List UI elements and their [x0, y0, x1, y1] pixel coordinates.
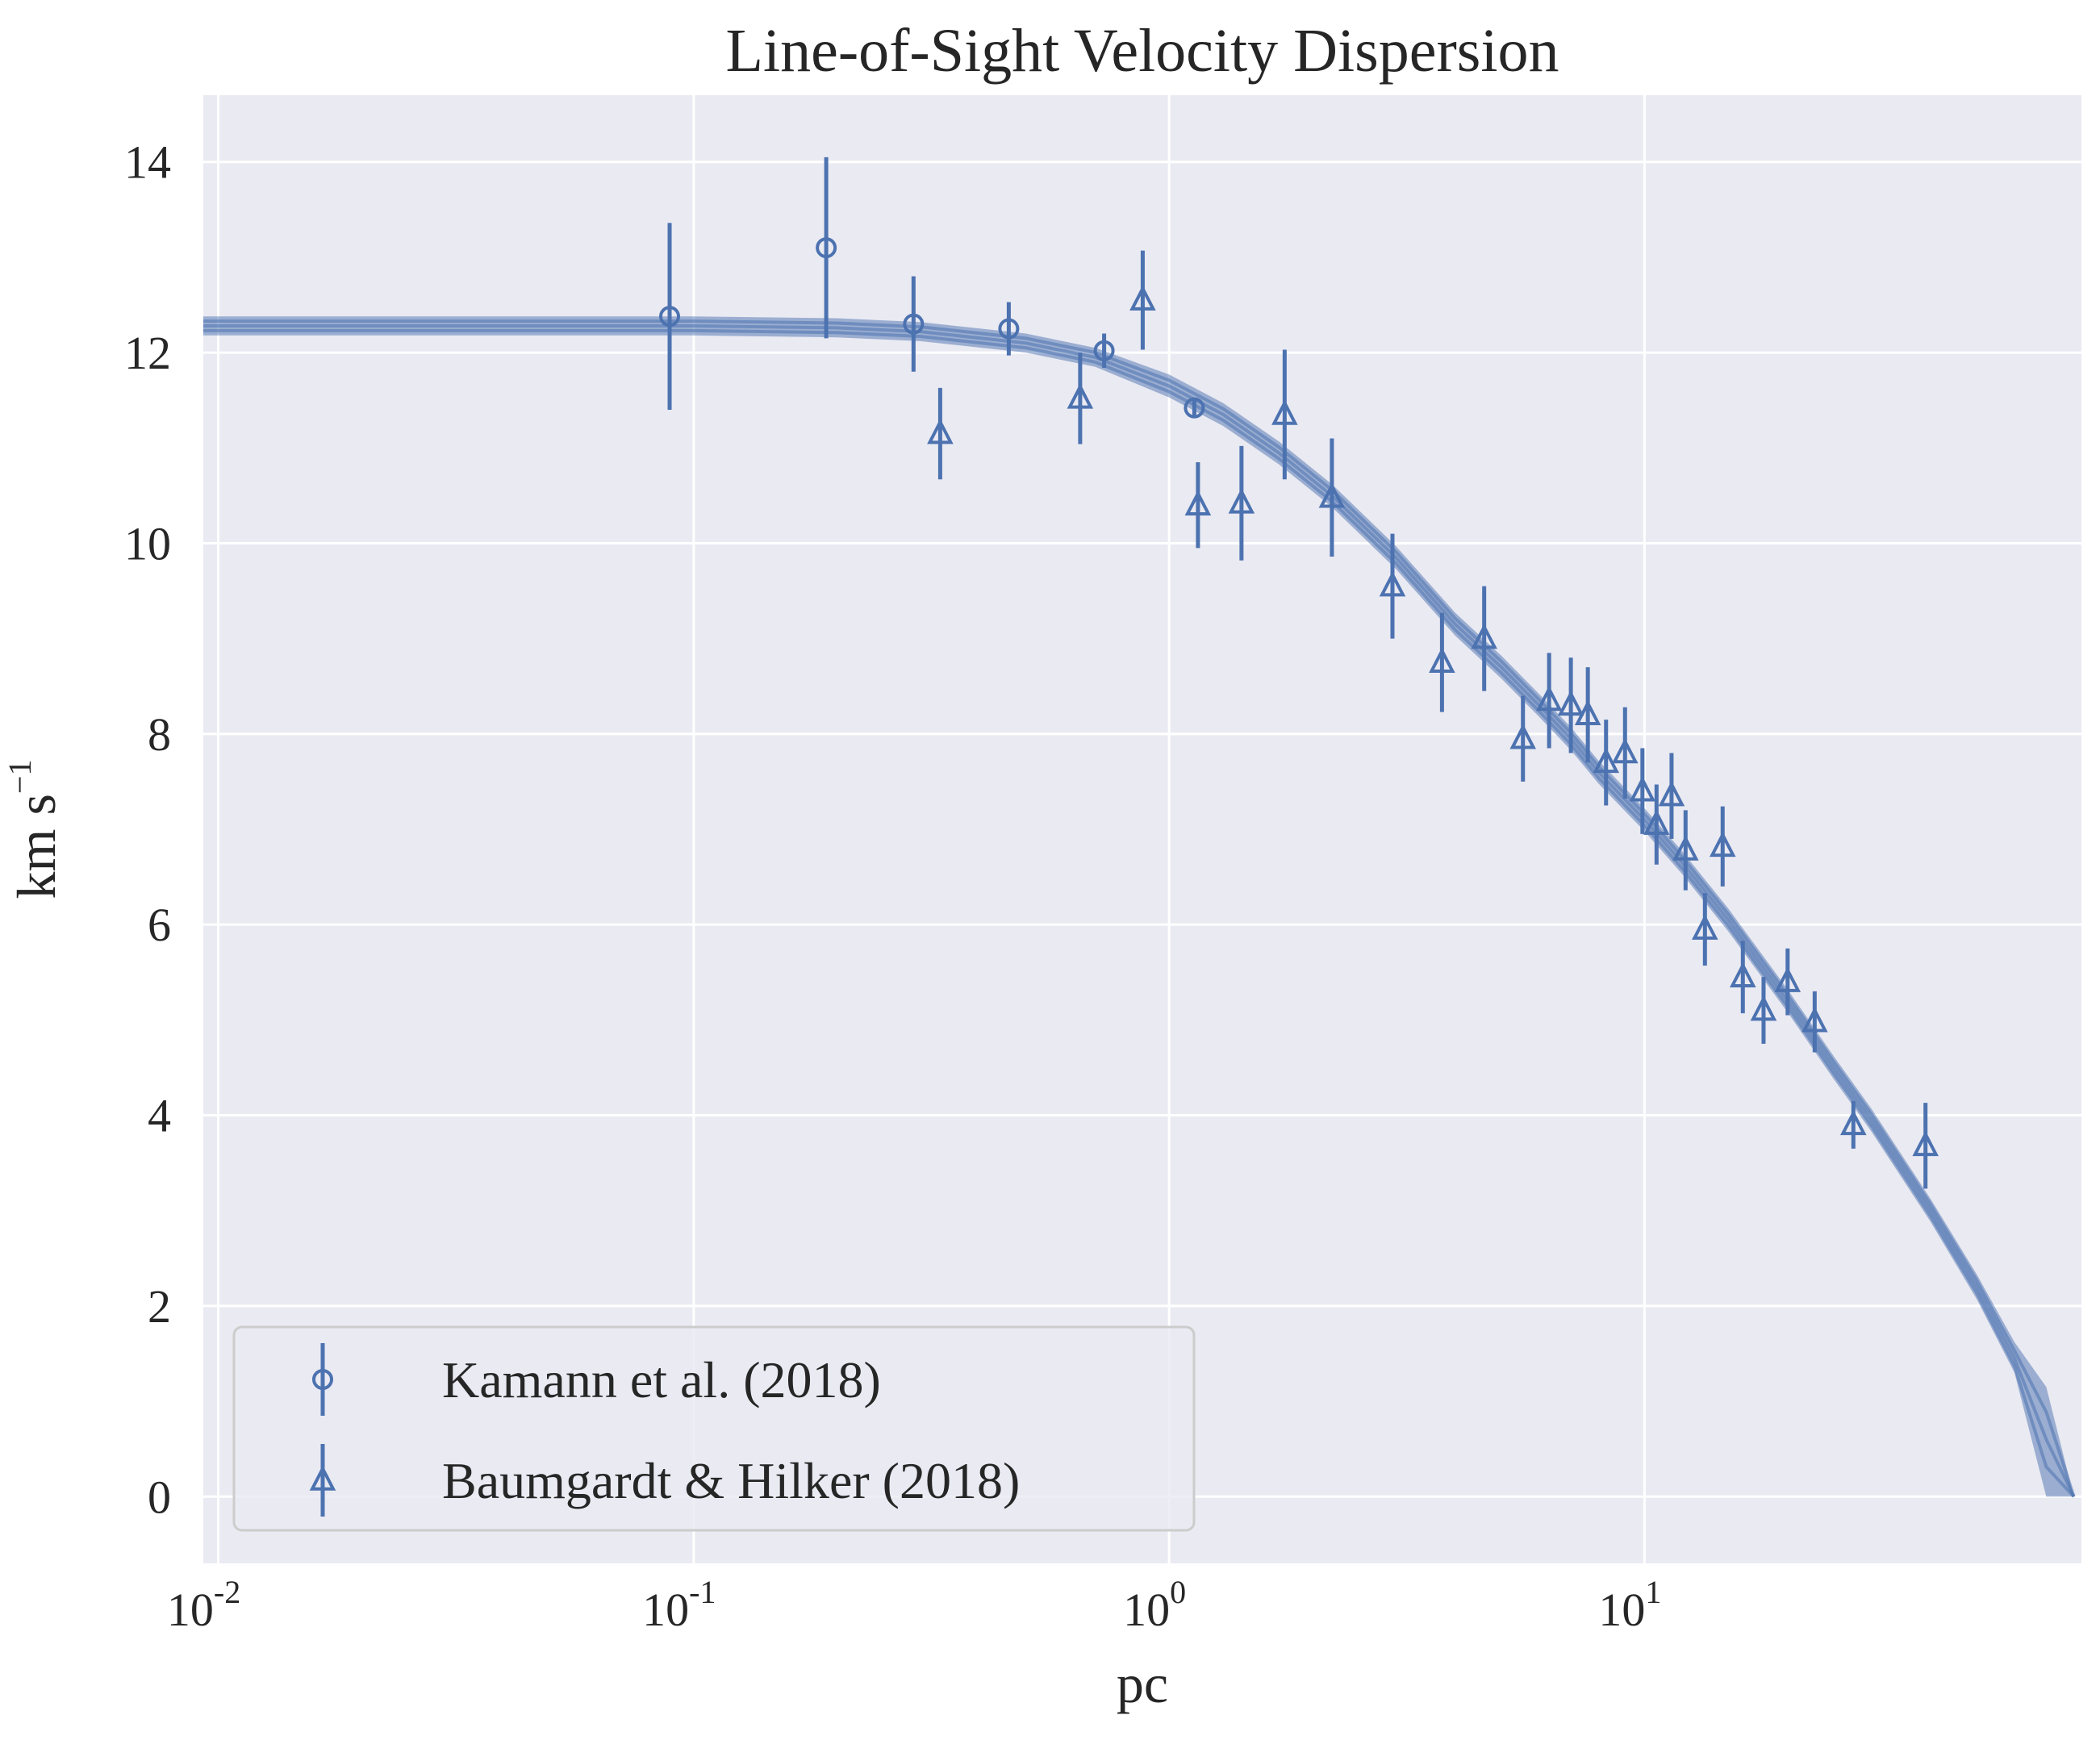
triangle-marker [1067, 383, 1094, 409]
grid [203, 95, 2081, 1563]
circle-marker [903, 313, 925, 335]
x-tick-base: 10 [167, 1584, 214, 1636]
x-tick-exponent: -1 [689, 1574, 716, 1610]
triangle-marker [1709, 831, 1736, 858]
triangle-marker [1643, 809, 1670, 835]
y-tick-label: 2 [148, 1280, 171, 1333]
x-tick-label: 101 [1598, 1574, 1661, 1636]
x-tick-label: 100 [1123, 1574, 1186, 1636]
circle-marker [816, 237, 837, 259]
y-axis-label: km s−1 [2, 760, 67, 899]
triangle-marker [1611, 737, 1639, 764]
triangle-marker [1912, 1130, 1939, 1157]
model-line [203, 319, 2076, 1497]
x-tick-base: 10 [642, 1584, 689, 1636]
x-tick-label: 10-2 [167, 1574, 240, 1636]
triangle-marker [1658, 780, 1685, 807]
triangle-marker [1574, 699, 1601, 725]
x-tick-base: 10 [1123, 1584, 1170, 1636]
y-tick-labels: 0 2 4 6 8 10 12 14 [124, 136, 171, 1524]
triangle-marker [1672, 835, 1699, 861]
legend-label: Kamann et al. (2018) [442, 1351, 881, 1408]
chart-title: Line-of-Sight Velocity Dispersion [726, 17, 1559, 85]
y-tick-label: 0 [148, 1471, 171, 1523]
triangle-marker [1629, 775, 1656, 802]
x-tick-label: 10-1 [642, 1574, 716, 1636]
triangle-marker [1750, 995, 1777, 1021]
y-tick-label: 12 [124, 327, 171, 379]
triangle-marker [1471, 623, 1497, 649]
y-axis-label-exponent: −1 [2, 760, 38, 795]
circle-marker [1093, 340, 1115, 361]
circle-marker [312, 1369, 333, 1390]
triangle-marker [1593, 747, 1620, 774]
triangle-marker [1509, 723, 1537, 749]
x-tick-labels: 10-2 10-1 100 101 [167, 1574, 1661, 1636]
triangle-marker [1557, 690, 1584, 716]
y-tick-label: 8 [148, 708, 171, 761]
y-axis-label-base: km s [6, 794, 67, 899]
triangle-marker [927, 418, 954, 444]
legend-label: Baumgardt & Hilker (2018) [442, 1452, 1020, 1509]
x-tick-exponent: 1 [1645, 1574, 1661, 1610]
x-tick-exponent: -2 [214, 1574, 240, 1610]
circle-marker [659, 306, 681, 328]
legend-frame [232, 1325, 1196, 1532]
series-circle [659, 156, 1205, 419]
triangle-marker [1535, 685, 1563, 711]
triangle-marker [1774, 966, 1801, 992]
triangle-marker [1379, 570, 1406, 597]
data-series [659, 156, 1939, 1189]
triangle-marker [1318, 482, 1346, 508]
x-tick-exponent: 0 [1170, 1574, 1186, 1610]
legend: Kamann et al. (2018) Baumgardt & Hilker (… [232, 1325, 1196, 1532]
triangle-marker [1228, 488, 1255, 514]
x-tick-base: 10 [1598, 1584, 1645, 1636]
y-tick-label: 10 [124, 517, 171, 570]
triangle-marker [1840, 1109, 1867, 1136]
model-line [203, 324, 2076, 1498]
triangle-marker [1429, 647, 1455, 673]
circle-marker [1184, 397, 1205, 419]
triangle-marker [1730, 962, 1756, 987]
y-tick-label: 14 [124, 136, 171, 189]
triangle-marker [1271, 399, 1298, 425]
triangle-marker [1129, 285, 1156, 311]
circle-marker [998, 318, 1020, 340]
y-tick-label: 4 [148, 1090, 171, 1142]
model-band [203, 316, 2076, 1498]
triangle-marker [1184, 490, 1212, 515]
triangle-marker [309, 1465, 336, 1491]
triangle-marker [1692, 914, 1718, 940]
triangle-marker [1801, 1006, 1828, 1033]
x-axis-label: pc [1117, 1653, 1168, 1714]
model-line [203, 328, 2076, 1498]
series-triangle [927, 250, 1939, 1189]
y-tick-label: 6 [148, 899, 171, 951]
